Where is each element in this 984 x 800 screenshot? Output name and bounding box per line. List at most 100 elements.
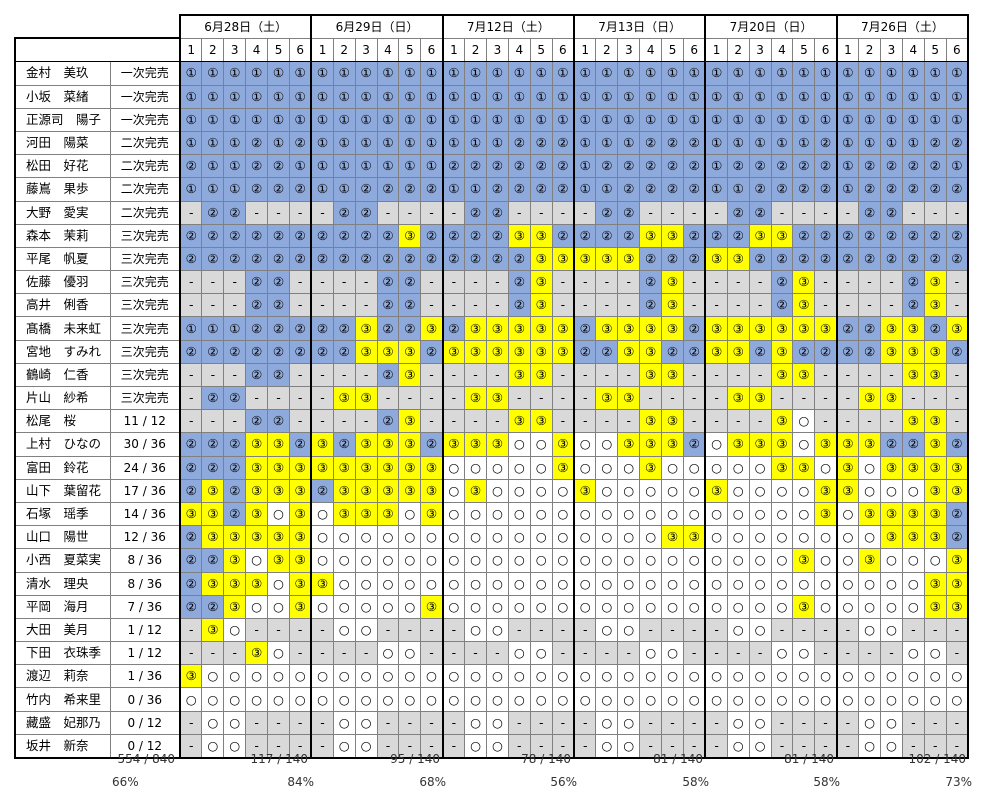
- slot-mark: ○: [885, 598, 897, 614]
- date-header: 7月13日（日）: [573, 13, 707, 39]
- slot-mark: ○: [688, 668, 700, 684]
- slot-mark: -: [276, 737, 281, 753]
- slot-cell: ③: [835, 478, 860, 503]
- slot-mark: ②: [776, 181, 788, 197]
- slot-cell: ○: [748, 548, 772, 573]
- slot-mark: ○: [754, 575, 766, 591]
- slot-cell: -: [945, 641, 970, 666]
- slot-cell: ②: [179, 432, 203, 457]
- slot-cell: -: [310, 710, 334, 735]
- slot-mark: ②: [316, 343, 329, 359]
- slot-mark: ○: [732, 714, 744, 730]
- slot-cell: -: [464, 270, 487, 295]
- slot-cell: -: [704, 293, 728, 318]
- slot-cell: ○: [529, 571, 553, 596]
- slot-cell: -: [376, 617, 400, 643]
- slot-mark: ③: [294, 459, 306, 475]
- slot-cell: ③: [529, 409, 553, 434]
- slot-cell: ③: [901, 455, 925, 480]
- slot-cell: ○: [792, 664, 816, 689]
- slot-cell: -: [288, 409, 313, 434]
- slot-mark: ③: [360, 390, 372, 406]
- slot-cell: -: [354, 362, 378, 388]
- slot-cell: -: [179, 200, 203, 225]
- slot-mark: -: [297, 390, 303, 406]
- slot-mark: ③: [513, 227, 525, 243]
- slot-mark: ○: [338, 575, 350, 591]
- slot-mark: ③: [666, 320, 679, 336]
- slot-mark: ③: [951, 482, 963, 498]
- slot-header: 4: [901, 37, 925, 63]
- slot-mark: ①: [645, 65, 657, 81]
- slot-cell: ○: [595, 664, 619, 689]
- slot-mark: ③: [535, 366, 547, 382]
- slot-mark: ③: [294, 506, 306, 522]
- slot-mark: -: [451, 390, 457, 406]
- slot-mark: ○: [907, 645, 919, 661]
- slot-mark: ②: [207, 204, 219, 220]
- slot-cell: ○: [551, 687, 576, 712]
- slot-cell: ○: [464, 525, 487, 550]
- slot-cell: ③: [551, 432, 576, 457]
- date-total-count: 81 / 140: [653, 752, 703, 766]
- slot-cell: ○: [792, 478, 816, 503]
- slot-mark: ②: [294, 320, 306, 336]
- slot-mark: ③: [338, 506, 350, 522]
- slot-cell: ○: [835, 664, 860, 689]
- slot-cell: ○: [617, 525, 641, 550]
- slot-mark: ②: [272, 250, 285, 266]
- slot-cell: ○: [595, 710, 619, 735]
- slot-mark: ○: [623, 598, 635, 614]
- slot-cell: ②: [245, 130, 269, 156]
- slot-mark: ②: [666, 343, 679, 359]
- slot-mark: ②: [754, 181, 766, 197]
- slot-mark: ①: [557, 65, 569, 81]
- slot-mark: ①: [185, 88, 197, 104]
- slot-cell: ②: [814, 246, 838, 272]
- slot-mark: ②: [469, 227, 482, 243]
- slot-mark: ③: [645, 366, 657, 382]
- slot-cell: -: [485, 409, 509, 434]
- slot-cell: ①: [595, 107, 619, 132]
- slot-mark: ○: [754, 506, 766, 522]
- slot-cell: ③: [923, 571, 947, 596]
- slot-mark: -: [560, 390, 566, 406]
- slot-cell: ①: [179, 316, 203, 341]
- slot-cell: -: [310, 293, 334, 318]
- slot-cell: -: [814, 710, 838, 735]
- slot-cell: -: [464, 409, 487, 434]
- slot-mark: ○: [557, 529, 569, 545]
- slot-mark: -: [188, 297, 194, 313]
- slot-cell: -: [201, 293, 225, 318]
- slot-cell: -: [682, 617, 707, 643]
- slot-mark: -: [845, 645, 851, 661]
- slot-mark: -: [210, 645, 216, 661]
- slot-mark: ②: [229, 343, 241, 359]
- slot-mark: ②: [557, 227, 569, 243]
- slot-mark: ○: [404, 529, 416, 545]
- slot-cell: ○: [354, 687, 378, 712]
- slot-cell: ○: [245, 548, 269, 573]
- slot-cell: -: [507, 200, 531, 225]
- slot-cell: ③: [923, 525, 947, 550]
- slot-mark: ③: [754, 227, 766, 243]
- slot-cell: ○: [332, 733, 356, 759]
- member-row: 大野 愛実 二次完売 - ② ② - - - - ② ② - - - - ② ② - - - - ② ② - - - - ② ② - - - -…: [14, 200, 970, 225]
- slot-mark: ○: [360, 575, 372, 591]
- slot-cell: ①: [617, 107, 641, 132]
- slot-mark: ○: [711, 459, 723, 475]
- slot-cell: -: [682, 293, 707, 318]
- slot-cell: ○: [639, 687, 663, 712]
- slot-cell: ③: [529, 339, 553, 364]
- slot-cell: ②: [858, 246, 881, 272]
- slot-mark: -: [495, 413, 500, 429]
- slot-mark: ②: [491, 250, 504, 266]
- slot-mark: -: [538, 737, 544, 753]
- slot-cell: ○: [310, 594, 334, 619]
- slot-cell: ②: [223, 246, 247, 272]
- slot-mark: ①: [513, 111, 525, 127]
- slot-mark: ③: [382, 506, 394, 522]
- slot-cell: ③: [726, 432, 750, 457]
- slot-mark: ○: [864, 714, 876, 730]
- slot-mark: -: [188, 645, 194, 661]
